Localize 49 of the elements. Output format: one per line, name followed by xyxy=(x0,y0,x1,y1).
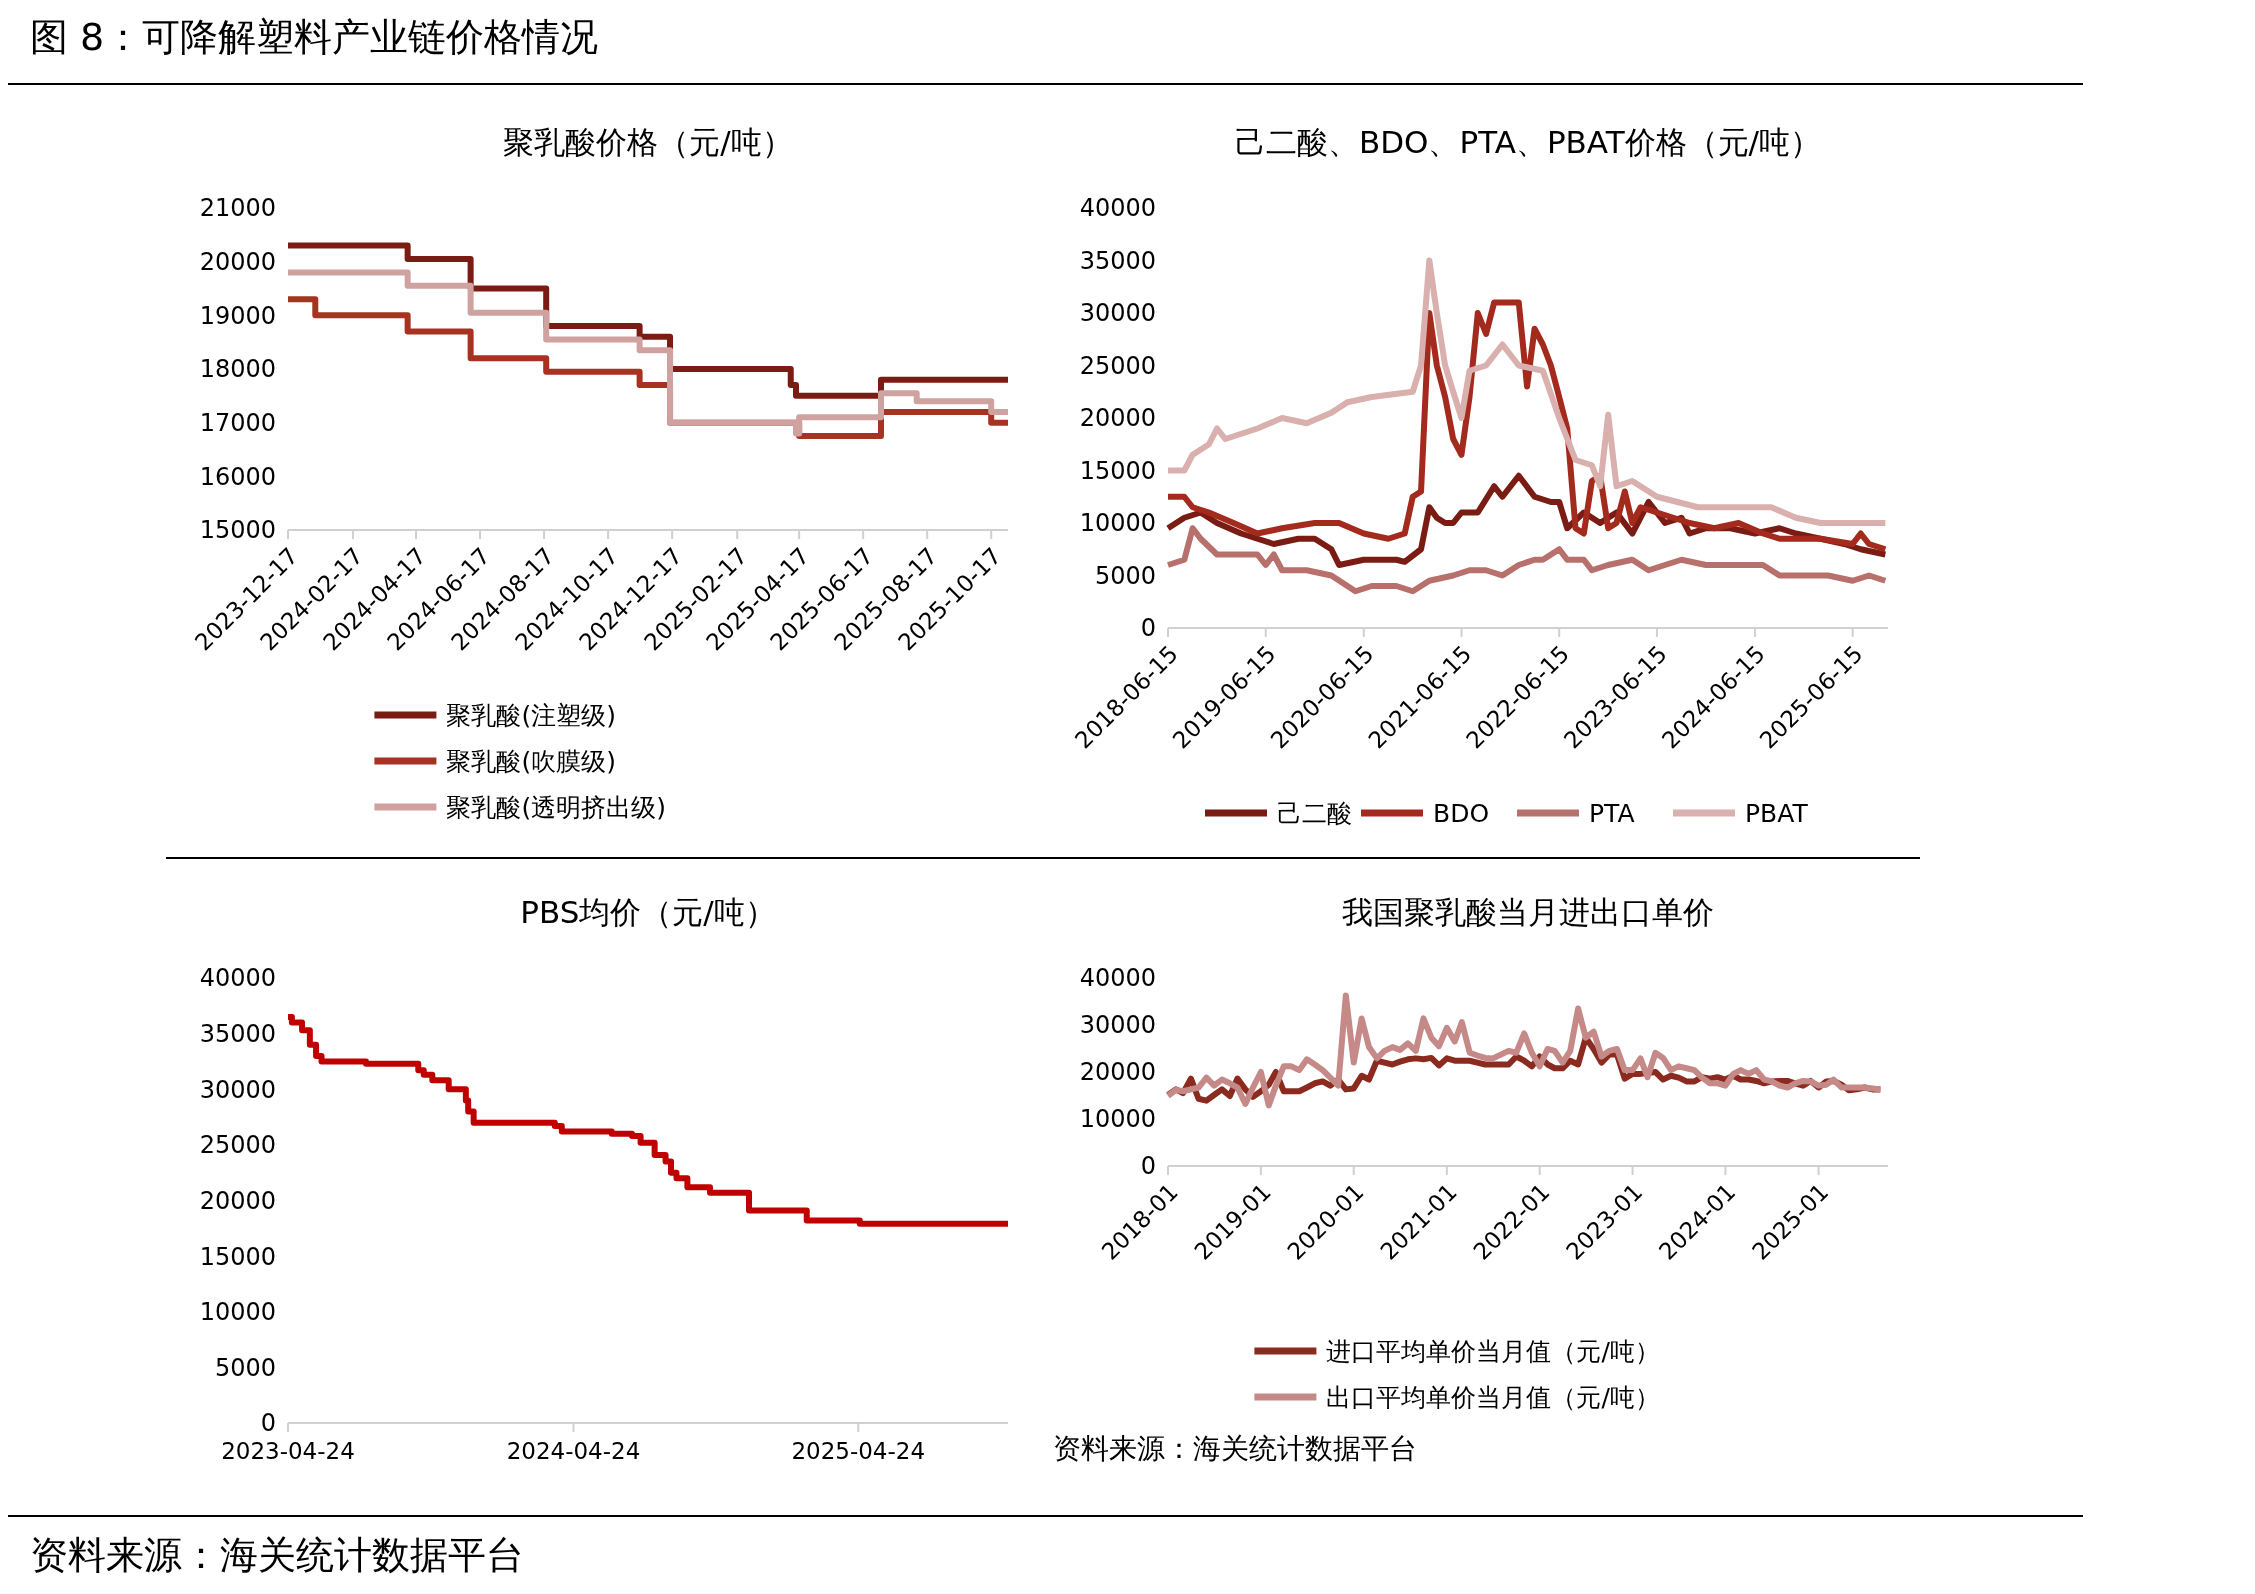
y-tick-label: 21000 xyxy=(199,194,276,223)
y-tick-label: 19000 xyxy=(199,301,276,330)
legend-label: 出口平均单价当月值（元/吨） xyxy=(1326,1382,1660,1412)
y-tick-label: 10000 xyxy=(1079,509,1156,538)
y-tick-label: 0 xyxy=(1140,1152,1156,1181)
y-tick-label: 30000 xyxy=(1079,299,1156,328)
x-tick-label: 2025-04-24 xyxy=(791,1438,926,1464)
y-tick-label: 40000 xyxy=(1079,194,1156,223)
y-tick-label: 0 xyxy=(1140,614,1156,643)
y-tick-label: 35000 xyxy=(1079,246,1156,275)
y-tick-label: 5000 xyxy=(214,1353,276,1382)
x-tick-label: 2023-04-24 xyxy=(221,1438,355,1464)
y-tick-label: 30000 xyxy=(1079,1011,1156,1040)
legend-label: PBAT xyxy=(1745,798,1809,828)
chart-title: 我国聚乳酸当月进出口单价 xyxy=(1342,894,1714,930)
y-tick-label: 35000 xyxy=(199,1020,276,1049)
legend-label: 己二酸 xyxy=(1277,798,1352,828)
legend-label: 进口平均单价当月值（元/吨） xyxy=(1326,1336,1660,1366)
chart-title: 聚乳酸价格（元/吨） xyxy=(503,124,793,160)
y-tick-label: 16000 xyxy=(199,462,276,491)
y-tick-label: 5000 xyxy=(1094,561,1156,590)
legend-label: BDO xyxy=(1433,798,1490,828)
y-tick-label: 30000 xyxy=(199,1075,276,1104)
y-tick-label: 25000 xyxy=(199,1131,276,1160)
legend-label: 聚乳酸(透明挤出级) xyxy=(446,792,666,822)
text: 资料来源：海关统计数据平台 xyxy=(1053,1432,1417,1465)
legend-label: 聚乳酸(吹膜级) xyxy=(446,746,616,776)
y-tick-label: 40000 xyxy=(1079,964,1156,993)
y-tick-label: 15000 xyxy=(199,1242,276,1271)
y-tick-label: 25000 xyxy=(1079,351,1156,380)
legend-label: PTA xyxy=(1589,798,1635,828)
y-tick-label: 17000 xyxy=(199,409,276,438)
y-tick-label: 20000 xyxy=(1079,1058,1156,1087)
y-tick-label: 10000 xyxy=(1079,1105,1156,1134)
caption: 图 8：可降解塑料产业链价格情况 xyxy=(30,15,599,59)
y-tick-label: 20000 xyxy=(199,248,276,277)
y-tick-label: 15000 xyxy=(199,516,276,545)
y-tick-label: 18000 xyxy=(199,355,276,384)
y-tick-label: 10000 xyxy=(199,1298,276,1327)
chart-title: PBS均价（元/吨） xyxy=(520,894,776,930)
x-tick-label: 2024-04-24 xyxy=(506,1438,641,1464)
y-tick-label: 20000 xyxy=(199,1186,276,1215)
y-tick-label: 0 xyxy=(260,1409,276,1438)
y-tick-label: 40000 xyxy=(199,964,276,993)
text: 资料来源：海关统计数据平台 xyxy=(30,1533,524,1577)
chart-title: 己二酸、BDO、PTA、PBAT价格（元/吨） xyxy=(1234,124,1822,160)
legend-label: 聚乳酸(注塑级) xyxy=(446,700,616,730)
y-tick-label: 20000 xyxy=(1079,404,1156,433)
y-tick-label: 15000 xyxy=(1079,456,1156,485)
